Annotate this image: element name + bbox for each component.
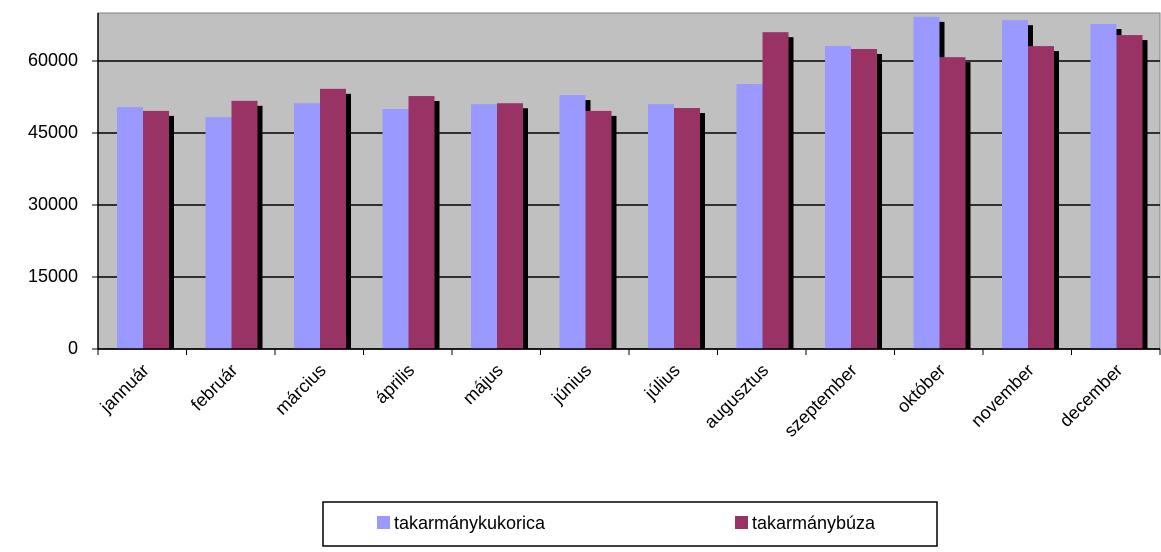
bar: [1002, 20, 1028, 349]
legend-label: takarmánykukorica: [394, 513, 546, 533]
bar: [559, 95, 586, 349]
y-tick-label: 30000: [28, 194, 78, 214]
x-tick-label: november: [967, 360, 1038, 431]
bar: [1090, 24, 1117, 349]
y-tick-label: 60000: [28, 50, 78, 70]
x-tick-label: február: [187, 360, 241, 414]
x-tick-label: december: [1056, 360, 1127, 431]
legend-swatch: [735, 516, 748, 529]
bar: [205, 117, 232, 349]
x-tick-label: július: [640, 360, 684, 404]
marks: [98, 16, 1160, 350]
bar: [1116, 35, 1143, 350]
x-tick-label: augusztus: [700, 360, 772, 432]
x-tick-label: április: [371, 360, 418, 407]
legend: [322, 501, 938, 547]
bar: [825, 46, 851, 350]
plot-area: [97, 12, 1161, 350]
x-tick-label: június: [547, 360, 595, 408]
bar: [762, 32, 789, 349]
bar: [231, 100, 258, 349]
bar: [585, 110, 612, 349]
bar: [674, 108, 700, 349]
x-tick-label: május: [459, 360, 507, 408]
x-tick-label: szeptember: [780, 360, 861, 441]
bar: [117, 107, 143, 349]
bar: [497, 103, 523, 350]
bar: [408, 96, 435, 349]
bar: [851, 49, 877, 349]
legend-swatch: [377, 516, 390, 529]
bar: [1028, 46, 1054, 350]
x-tick-label: március: [271, 360, 330, 419]
x-tick-label: október: [893, 360, 950, 417]
bar: [471, 104, 497, 349]
y-tick-label: 45000: [28, 122, 78, 142]
bar: [913, 16, 940, 350]
y-tick-label: 15000: [28, 266, 78, 286]
bar: [939, 57, 966, 349]
bar: [320, 88, 346, 349]
bar: [382, 109, 409, 349]
bar: [648, 104, 674, 349]
y-tick-label: 0: [68, 338, 78, 358]
legend-label: takarmánybúza: [752, 513, 876, 533]
bar: [736, 84, 763, 349]
bar: [294, 103, 320, 350]
bar: [143, 110, 169, 349]
x-tick-label: jannuár: [96, 360, 153, 417]
